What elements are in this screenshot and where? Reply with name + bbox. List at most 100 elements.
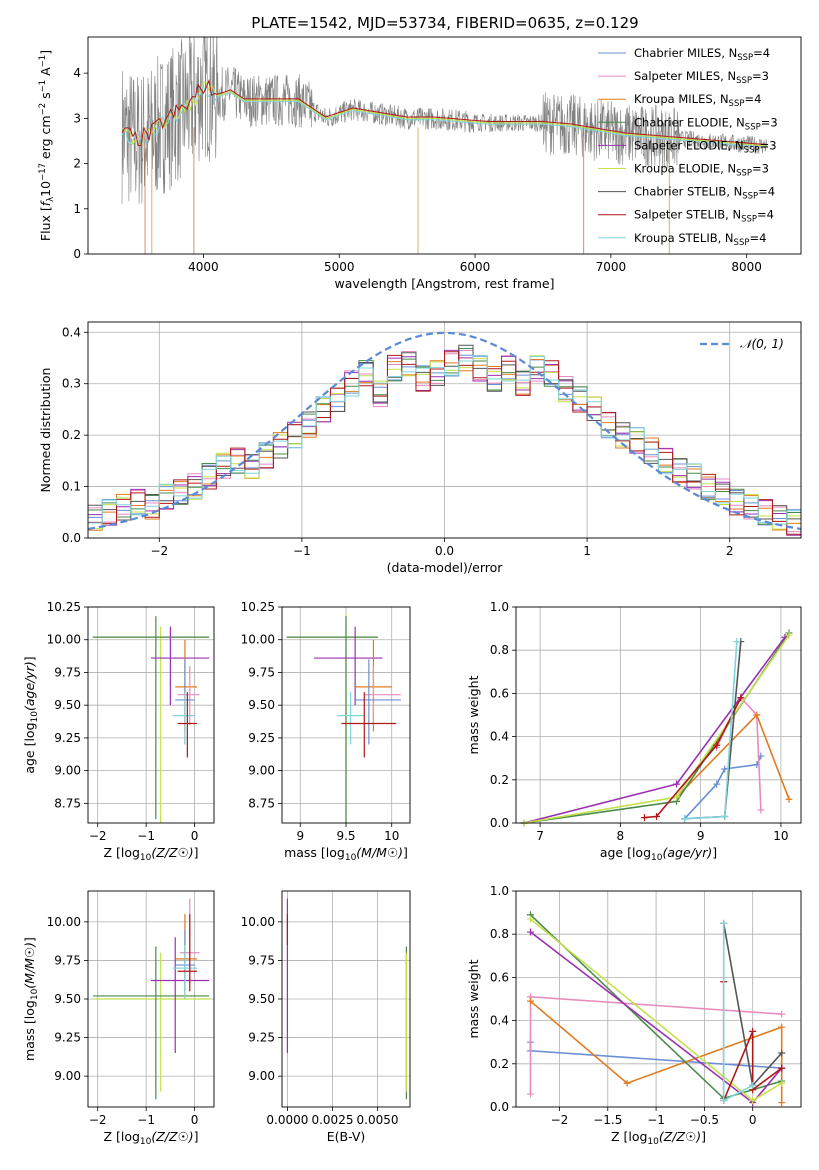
x-tick-label-4: 2 [726,544,734,558]
normal-curve [88,331,801,531]
y-tick-label-3: 9.75 [248,953,275,967]
axes-spectrum: 4000 5000 6000 7000 8000 0 1 2 3 4 wavelength [Ang… [38,36,802,291]
legend-label-4: Salpeter ELODIE, NSSP=3 [634,138,777,155]
weight-marker-0-1 [713,780,721,788]
y-axis-label-z-age: age [log10(age/yr)] [22,656,40,773]
x-tick-label-0: 4000 [188,260,219,274]
weight-marker-7-2 [713,741,721,749]
legend-label-7: Salpeter STELIB, NSSP=4 [634,208,774,225]
y-tick-label-2: 9.50 [248,992,275,1006]
model-line-kroupa-stelib [121,83,766,148]
y-tick-label-1: 9.00 [54,764,81,778]
y-tick-label-1: 9.25 [54,1031,81,1045]
x-axis-label-z-age: Z [log10(Z/Z☉)] [103,845,198,863]
y-tick-label-5: 10.00 [47,633,81,647]
x-tick-label-2: 0 [191,1113,199,1127]
weight-line-chabrier-stelib [684,641,742,820]
y-tick-label-3: 0.3 [62,377,81,391]
x-tick-label-1: −1 [137,829,155,843]
weight-marker-7-1 [652,813,660,821]
histogram-kroupa-stelib [88,354,801,525]
y-tick-label-1: 0.1 [62,480,81,494]
axes-residuals: −2 −1 0.0 1 2 0.0 0.1 0.2 0.3 0.4 (data-model)/err… [38,321,802,575]
y-tick-label-4: 4 [73,66,81,80]
plot-frame-mass-age [281,606,411,824]
y-tick-label-2: 0.2 [62,428,81,442]
axes-z-mass: −2 −1 0 9.00 9.25 9.50 9.75 10.00 Z [log10(Z/Z☉)… [22,890,215,1147]
y-tick-label-5: 10.00 [241,633,275,647]
y-tick-label-3: 9.75 [54,953,81,967]
axes-z-age: −2 −1 0 8.75 9.00 9.25 9.50 9.75 10.00 10.25 Z [lo… [22,600,215,863]
x-tick-label-2: 6000 [460,260,491,274]
y-tick-label-4: 10.00 [241,915,275,929]
weight-marker-7-3 [737,694,745,702]
x-axis-label-z-mass: Z [log10(Z/Z☉)] [103,1129,198,1147]
y-tick-label-2: 2 [73,157,81,171]
histogram-chabrier-stelib [88,344,801,521]
axes-ebv-mass: 0.0000 0.0025 0.0050 9.00 9.25 9.50 9.75 10.00 E… [241,890,411,1144]
y-tick-label-0: 8.75 [54,796,81,810]
y-tick-label-6: 10.25 [241,600,275,614]
legend-label-3: Chabrier ELODIE, NSSP=3 [634,115,778,132]
y-tick-label-0: 9.00 [54,1069,81,1083]
x-tick-label-0: −2 [89,1113,107,1127]
x-axis-label-spectrum: wavelength [Angstrom, rest frame] [334,276,554,291]
x-tick-label-2: 0 [191,829,199,843]
x-tick-label-0: −2 [89,829,107,843]
x-tick-label-0: 0.0000 [266,1113,308,1127]
y-tick-label-2: 9.25 [248,731,275,745]
weight-marker-2-2 [778,1023,786,1031]
y-tick-label-3: 9.50 [248,698,275,712]
x-axis-label-residuals: (data-model)/error [387,560,504,575]
y-tick-label-1: 9.25 [248,1031,275,1045]
x-tick-label-1: −1 [293,544,311,558]
y-tick-label-1: 9.00 [248,764,275,778]
plot-frame-residuals [87,321,802,539]
y-tick-label-2: 9.50 [54,992,81,1006]
y-tick-label-1: 0.2 [490,773,509,787]
legend-label-8: Kroupa STELIB, NSSP=4 [634,231,766,248]
x-tick-label-0: −2 [150,544,168,558]
weight-marker-5-0 [526,915,534,923]
y-tick-label-4: 9.75 [248,665,275,679]
x-tick-label-3: 10 [773,829,788,843]
y-tick-label-5: 1.0 [490,600,509,614]
y-tick-label-0: 8.75 [248,796,275,810]
plot-frame-ebv-mass [281,890,411,1108]
x-axis-label-mass-age: mass [log10(M/M☉)] [284,845,408,863]
histogram-salpeter-stelib [88,351,801,535]
plot-frame-z-age [87,606,215,824]
y-tick-label-3: 3 [73,111,81,125]
weight-marker-1-2 [778,1010,786,1018]
x-axis-label-ebv-mass: E(B-V) [327,1129,366,1144]
x-tick-label-1: 9.5 [336,829,355,843]
y-tick-label-3: 0.6 [490,970,509,984]
model-line-salpeter-stelib [121,78,766,147]
weight-marker-8-0 [681,815,689,823]
weight-marker-7-0 [640,814,648,822]
x-tick-label-2: 10 [384,829,399,843]
x-tick-label-3: 1 [583,544,591,558]
weight-marker-2-2 [785,795,793,803]
y-tick-label-2: 0.4 [490,730,509,744]
legend-label-normal: 𝒩(0, 1) [740,337,784,351]
x-tick-label-4: 8000 [731,260,762,274]
x-tick-label-0: −2 [551,1113,569,1127]
figure-title: PLATE=1542, MJD=53734, FIBERID=0635, z=0… [251,14,638,32]
weight-marker-5-1 [673,793,681,801]
y-tick-label-4: 0.4 [62,325,81,339]
x-axis-label-z-weight: Z [log10(Z/Z☉)] [611,1129,706,1147]
x-tick-label-1: 5000 [324,260,355,274]
plot-frame-age-weight [515,606,802,824]
x-tick-label-0: 9 [296,829,304,843]
weight-line-chabrier-miles [684,755,762,820]
x-tick-label-2: 0.0 [435,544,454,558]
weight-marker-5-2 [785,631,793,639]
axes-z-weight: −2 −1.5 −1 −0.5 0 0.0 0.2 0.4 0.6 0.8 1.0 Z [log10(… [466,884,802,1147]
weight-marker-7-4 [778,1064,786,1072]
y-tick-label-4: 9.75 [54,665,81,679]
y-tick-label-0: 0.0 [62,531,81,545]
weight-marker-1-3 [757,806,765,814]
axes-mass-age: 9 9.5 10 8.75 9.00 9.25 9.50 9.75 10.00 10.25 mass… [241,600,411,863]
